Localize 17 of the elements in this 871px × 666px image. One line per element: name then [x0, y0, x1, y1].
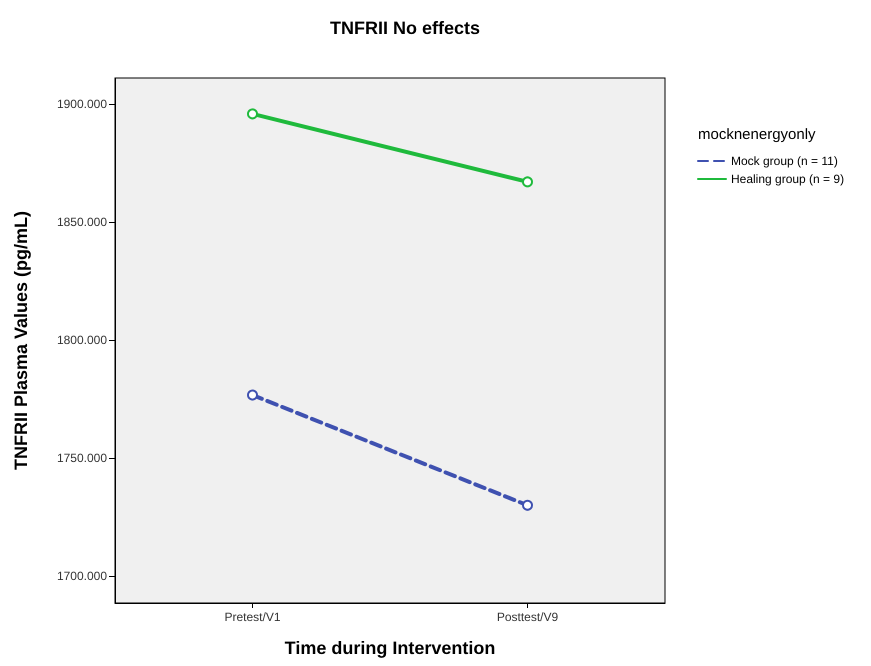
- y-tick-label: 1750.000: [56, 451, 108, 466]
- chart-title: TNFRII No effects: [330, 18, 480, 38]
- point: [247, 108, 258, 120]
- y-tick-label: 1900.000: [56, 96, 108, 111]
- legend-title: mocknenergyonly: [698, 126, 816, 143]
- y-tick-label: 1700.000: [56, 569, 108, 584]
- x-axis-title: Time during Intervention: [284, 638, 496, 658]
- point: [247, 390, 258, 401]
- legend-label: Mock group (n = 11): [731, 154, 838, 168]
- y-tick-label: 1800.000: [56, 333, 108, 348]
- y-axis-title: TNFRII Plasma Values (pg/mL): [11, 210, 31, 470]
- x-tick-label: Pretest/V1: [224, 610, 281, 624]
- x-tick-label: Posttest/V9: [496, 610, 559, 624]
- point: [522, 176, 533, 188]
- y-tick-label: 1850.000: [56, 214, 108, 229]
- legend-label: Healing group (n = 9): [731, 172, 844, 186]
- point: [522, 500, 533, 511]
